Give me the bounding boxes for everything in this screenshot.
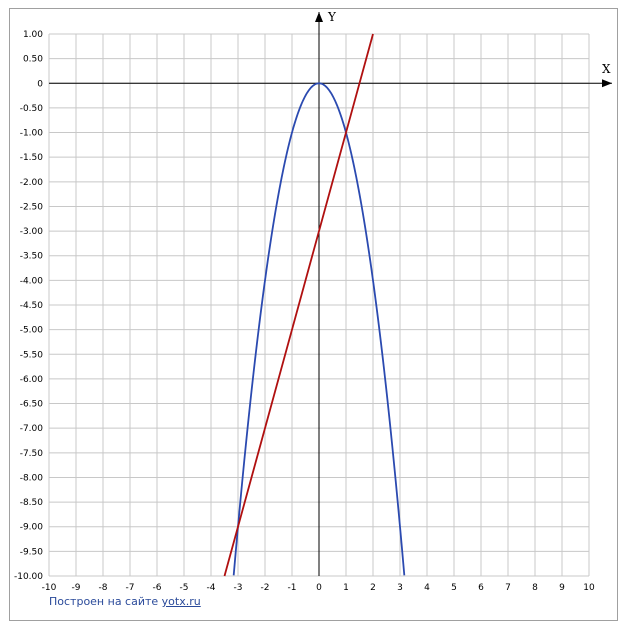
x-tick-label: 9: [559, 583, 565, 593]
y-tick-label: 1.00: [23, 30, 43, 40]
y-tick-label: -1.50: [20, 153, 44, 163]
x-tick-label: 4: [424, 583, 430, 593]
y-tick-label: -10.00: [14, 572, 43, 582]
y-tick-label: -5.00: [20, 326, 44, 336]
tick-labels: -10 -9 -8 -7 -6 -5 -4 -3 -2 -1 0 1 2 3 4 5 6 7 8 9 101.000.5…: [14, 30, 595, 593]
x-tick-label: -6: [153, 583, 162, 593]
y-tick-label: -6.50: [20, 400, 44, 410]
series-line: [223, 33, 374, 577]
y-axis-arrow: [315, 12, 323, 22]
y-tick-label: -2.50: [20, 202, 44, 212]
chart-frame: [9, 8, 618, 621]
x-tick-label: -10: [42, 583, 57, 593]
y-tick-label: -0.50: [20, 104, 44, 114]
x-tick-label: -9: [72, 583, 81, 593]
credit-text: Построен на сайте: [49, 595, 159, 608]
y-tick-label: -6.00: [20, 375, 44, 385]
x-tick-label: 7: [505, 583, 511, 593]
axes: [49, 12, 612, 576]
y-tick-label: -8.00: [20, 473, 44, 483]
series-curve: [232, 82, 406, 576]
series-layer: [223, 33, 406, 577]
x-tick-label: 5: [451, 583, 457, 593]
x-tick-label: -2: [261, 583, 270, 593]
y-tick-label: -3.50: [20, 252, 44, 262]
x-tick-label: -5: [180, 583, 189, 593]
x-tick-label: 6: [478, 583, 484, 593]
x-axis-label: X: [602, 62, 611, 76]
y-axis-label: Y: [327, 10, 337, 24]
x-tick-label: -4: [207, 583, 216, 593]
x-tick-label: 0: [316, 583, 322, 593]
x-tick-label: 1: [343, 583, 349, 593]
y-tick-label: -9.00: [20, 523, 44, 533]
x-tick-label: -3: [234, 583, 243, 593]
y-tick-label: -3.00: [20, 227, 44, 237]
y-tick-label: -9.50: [20, 547, 44, 557]
y-tick-label: -2.00: [20, 178, 44, 188]
credit-footer: Построен на сайте yotx.ru: [49, 595, 201, 608]
y-tick-label: 0: [37, 79, 43, 89]
x-axis-arrow: [602, 79, 612, 88]
x-tick-label: 3: [397, 583, 403, 593]
x-tick-label: 10: [583, 583, 595, 593]
y-tick-label: -4.50: [20, 301, 44, 311]
x-tick-label: -7: [126, 583, 135, 593]
x-tick-label: 8: [532, 583, 538, 593]
y-tick-label: -7.50: [20, 449, 44, 459]
y-tick-label: -4.00: [20, 276, 44, 286]
x-tick-label: -8: [99, 583, 108, 593]
y-tick-label: -7.00: [20, 424, 44, 434]
credit-link[interactable]: yotx.ru: [161, 595, 201, 608]
y-tick-label: -8.50: [20, 498, 44, 508]
x-tick-label: 2: [370, 583, 376, 593]
x-tick-label: -1: [288, 583, 297, 593]
y-tick-label: 0.50: [23, 55, 43, 65]
y-tick-label: -1.00: [20, 129, 44, 139]
y-tick-label: -5.50: [20, 350, 44, 360]
